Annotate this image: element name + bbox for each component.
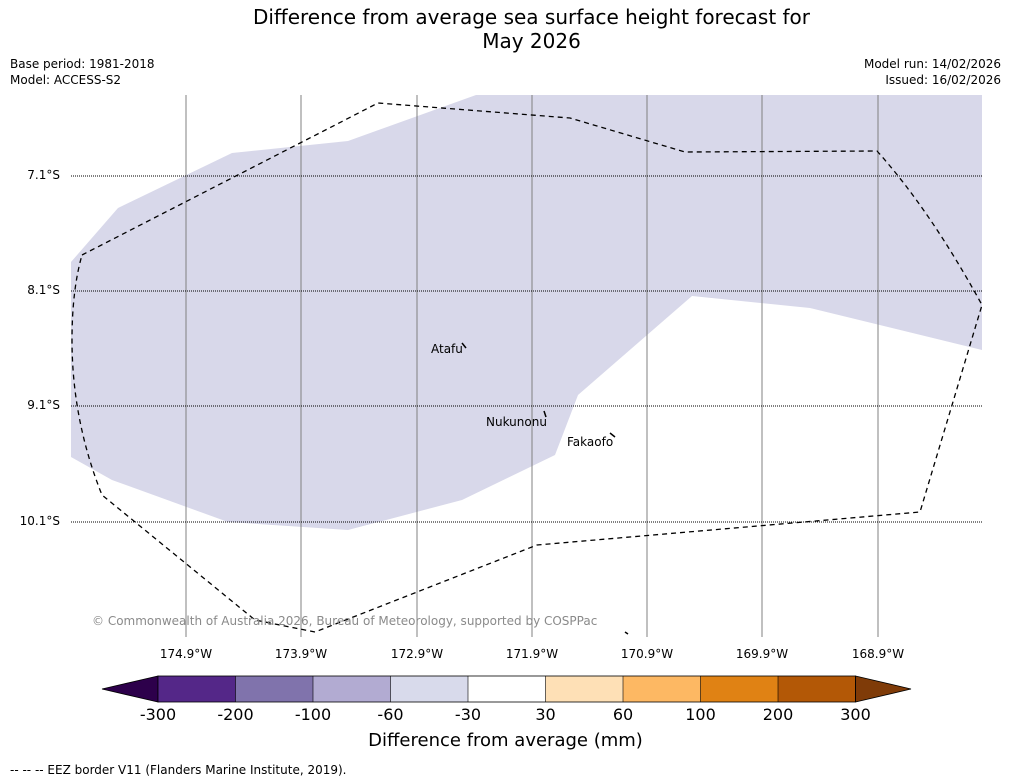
colorbar-title: Difference from average (mm) bbox=[368, 730, 643, 751]
colorbar-tick-label: -30 bbox=[454, 705, 482, 724]
colorbar-tick-label: 30 bbox=[535, 705, 556, 724]
colorbar-extend-low bbox=[101, 675, 159, 703]
chart-title: Difference from average sea surface heig… bbox=[0, 5, 1011, 53]
colorbar-segment bbox=[390, 676, 468, 702]
colorbar-tick-label: -60 bbox=[377, 705, 404, 724]
colorbar-tick-label: -200 bbox=[217, 705, 254, 724]
colorbar-tick-label: 300 bbox=[840, 705, 871, 724]
meta-left: Base period: 1981-2018 Model: ACCESS-S2 bbox=[10, 56, 155, 88]
atafu-island-mark bbox=[461, 342, 467, 349]
colorbar-segment bbox=[158, 676, 236, 702]
lat-label: 8.1°S bbox=[27, 283, 60, 297]
lat-label: 10.1°S bbox=[19, 514, 60, 528]
anomaly-region bbox=[71, 95, 982, 530]
colorbar-tick-label: -300 bbox=[139, 705, 177, 724]
lat-label: 7.1°S bbox=[27, 168, 60, 182]
eez-legend-footer: -- -- -- EEZ border V11 (Flanders Marine… bbox=[10, 763, 347, 777]
colorbar-segment bbox=[778, 676, 856, 702]
issued-date: Issued: 16/02/2026 bbox=[885, 73, 1001, 87]
meta-right: Model run: 14/02/2026 Issued: 16/02/2026 bbox=[864, 56, 1001, 88]
colorbar-segment bbox=[700, 676, 778, 702]
model-run: Model run: 14/02/2026 bbox=[863, 57, 1001, 71]
colorbar-segment bbox=[545, 676, 623, 702]
title-line-2: May 2026 bbox=[482, 29, 581, 53]
colorbar-segment bbox=[623, 676, 701, 702]
model-name: Model: ACCESS-S2 bbox=[10, 73, 122, 87]
colorbar-tick-label: 200 bbox=[762, 705, 794, 724]
place-label-atafu: Atafu bbox=[431, 342, 463, 356]
colorbar-outline bbox=[157, 675, 856, 703]
lon-label: 170.9°W bbox=[620, 647, 674, 661]
place-label-fakaofo: Fakaofo bbox=[567, 435, 614, 449]
colorbar-tick-label: -100 bbox=[294, 705, 332, 724]
copyright-notice: © Commonwealth of Australia 2026, Bureau… bbox=[92, 614, 598, 628]
lon-label: 173.9°W bbox=[274, 647, 328, 661]
place-label-nukunonu: Nukunonu bbox=[486, 415, 547, 429]
title-line-1: Difference from average sea surface heig… bbox=[252, 5, 811, 29]
lon-label: 172.9°W bbox=[390, 647, 444, 661]
lon-label: 174.9°W bbox=[159, 647, 213, 661]
lon-label: 168.9°W bbox=[851, 647, 905, 661]
colorbar-segment bbox=[468, 676, 546, 702]
colorbar bbox=[101, 675, 912, 703]
base-period: Base period: 1981-2018 bbox=[10, 57, 155, 71]
colorbar-tick-label: 60 bbox=[612, 705, 634, 724]
small-island-mark bbox=[624, 631, 629, 635]
lat-label: 9.1°S bbox=[27, 398, 60, 412]
colorbar-tick-label: 100 bbox=[685, 705, 716, 724]
lon-label: 169.9°W bbox=[735, 647, 789, 661]
nukunonu-island-mark bbox=[543, 410, 547, 418]
colorbar-extend-high bbox=[855, 675, 912, 703]
colorbar-segment bbox=[313, 676, 391, 702]
colorbar-segment bbox=[235, 676, 313, 702]
lon-label: 171.9°W bbox=[505, 647, 559, 661]
fakaofo-island-mark bbox=[609, 432, 616, 438]
